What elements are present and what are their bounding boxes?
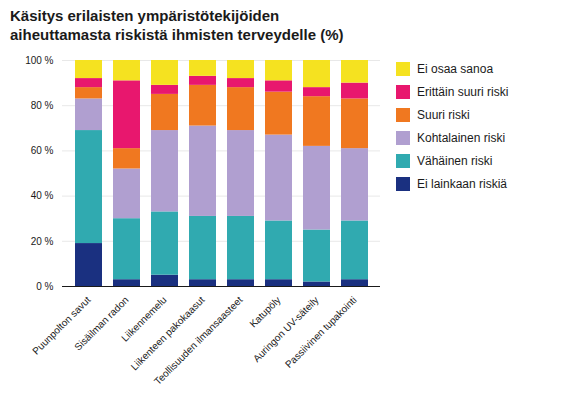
svg-text:Katupöly: Katupöly (247, 294, 282, 329)
svg-text:Puunpolton savut: Puunpolton savut (30, 294, 93, 357)
svg-text:20 %: 20 % (31, 236, 54, 247)
svg-text:Passiivinen tupakointi: Passiivinen tupakointi (283, 294, 359, 370)
html-text:Suuri riski: Suuri riski (417, 108, 470, 122)
svg-text:Teollisuuden ilmansaasteet: Teollisuuden ilmansaasteet (152, 294, 245, 387)
html-text:Käsitys erilaisten ympäristöte: Käsitys erilaisten ympäristötekijöiden a… (10, 7, 344, 43)
svg-text:Liikenteen pakokaasut: Liikenteen pakokaasut (129, 294, 207, 372)
html-text:Ei osaa sanoa: Ei osaa sanoa (417, 62, 494, 76)
svg-text:40 %: 40 % (31, 190, 54, 201)
svg-text:Sisäilman radon: Sisäilman radon (72, 294, 130, 352)
html-text:Vähäinen riski: Vähäinen riski (417, 154, 493, 168)
svg-text:0 %: 0 % (36, 281, 53, 292)
svg-text:Auringon UV-säteily: Auringon UV-säteily (251, 294, 321, 364)
svg-text:100 %: 100 % (25, 55, 53, 66)
svg-text:80 %: 80 % (31, 100, 54, 111)
svg-text:Liikennemelu: Liikennemelu (119, 294, 169, 344)
html-text:Ei lainkaan riskiä: Ei lainkaan riskiä (417, 177, 507, 191)
svg-text:60 %: 60 % (31, 145, 54, 156)
html-text:Erittäin suuri riski: Erittäin suuri riski (417, 85, 509, 99)
html-text:Kohtalainen riski: Kohtalainen riski (417, 131, 506, 145)
